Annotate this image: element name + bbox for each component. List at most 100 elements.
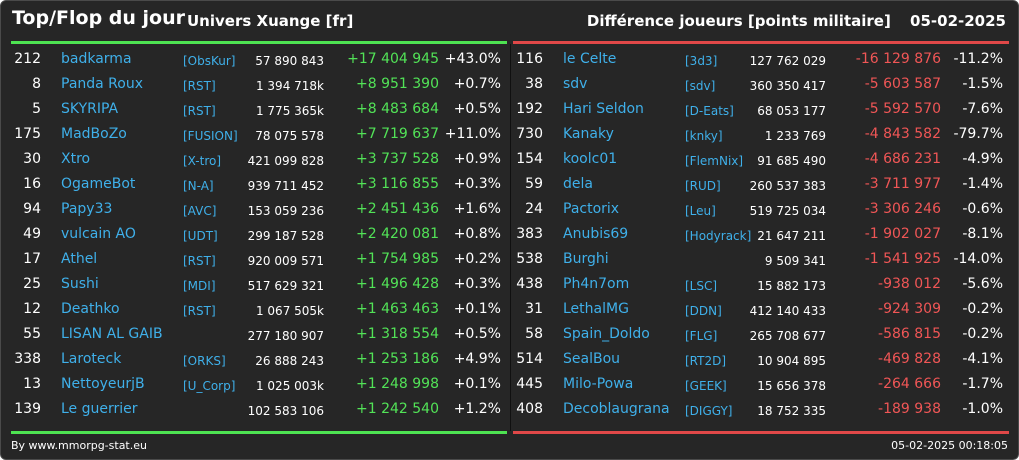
player-alliance-link[interactable]: [AVC] bbox=[183, 204, 217, 218]
top-players-table: 212 badkarma [ObsKur] 57 890 843 +17 404 945… bbox=[9, 48, 509, 423]
footer-credit: By www.mmorpg-stat.eu bbox=[11, 439, 147, 452]
player-rank: 154 bbox=[516, 151, 543, 167]
table-row: 538 Burghi 9 509 341 -1 541 925 -14.0% bbox=[511, 248, 1011, 273]
player-alliance-link[interactable]: [DIGGY] bbox=[685, 404, 733, 418]
player-name-link[interactable]: Le guerrier bbox=[61, 401, 138, 417]
player-rank: 16 bbox=[23, 176, 41, 192]
player-alliance-link[interactable]: [FUSION] bbox=[183, 129, 238, 143]
player-alliance-link[interactable]: [RST] bbox=[183, 254, 216, 268]
percent-change: -7.6% bbox=[962, 101, 1003, 117]
date-label: 05-02-2025 bbox=[910, 12, 1006, 30]
player-name-link[interactable]: sdv bbox=[563, 76, 588, 92]
flop-section-bar-top bbox=[513, 41, 1009, 44]
player-alliance-link[interactable]: [LSC] bbox=[685, 279, 718, 293]
player-alliance-link[interactable]: [FLG] bbox=[685, 329, 718, 343]
table-row: 408 Decoblaugrana [DIGGY] 18 752 335 -189 93… bbox=[511, 398, 1011, 423]
player-alliance-link[interactable]: [GEEK] bbox=[685, 379, 727, 393]
player-rank: 24 bbox=[525, 201, 543, 217]
player-name-link[interactable]: Milo-Powa bbox=[563, 376, 634, 392]
player-alliance-link[interactable]: [UDT] bbox=[183, 229, 218, 243]
points-difference: -5 592 570 bbox=[864, 101, 941, 117]
player-points: 9 509 341 bbox=[764, 254, 826, 268]
subtitle-label: Différence joueurs [points militaire] bbox=[586, 12, 891, 30]
percent-change: -0.2% bbox=[962, 326, 1003, 342]
player-name-link[interactable]: Hari Seldon bbox=[563, 101, 644, 117]
player-name-link[interactable]: le Celte bbox=[563, 51, 617, 67]
column-divider bbox=[510, 44, 511, 431]
player-alliance-link[interactable]: [DDN] bbox=[685, 304, 722, 318]
player-name-link[interactable]: Kanaky bbox=[563, 126, 614, 142]
player-name-link[interactable]: NettoyeurjB bbox=[61, 376, 145, 392]
player-name-link[interactable]: Deathko bbox=[61, 301, 120, 317]
player-name-link[interactable]: Burghi bbox=[563, 251, 609, 267]
player-name-link[interactable]: Papy33 bbox=[61, 201, 113, 217]
percent-change: -79.7% bbox=[953, 126, 1003, 142]
player-name-link[interactable]: OgameBot bbox=[61, 176, 136, 192]
player-name-link[interactable]: Athel bbox=[61, 251, 98, 267]
player-alliance-link[interactable]: [X-tro] bbox=[183, 154, 222, 168]
player-points: 26 888 243 bbox=[255, 354, 324, 368]
percent-change: +1.2% bbox=[453, 401, 501, 417]
player-name-link[interactable]: SealBou bbox=[563, 351, 621, 367]
player-rank: 25 bbox=[23, 276, 41, 292]
table-row: 12 Deathko [RST] 1 067 505k +1 463 463 +0.1% bbox=[9, 298, 509, 323]
player-alliance-link[interactable]: [sdv] bbox=[685, 79, 716, 93]
player-alliance-link[interactable]: [ORKS] bbox=[183, 354, 226, 368]
player-rank: 55 bbox=[23, 326, 41, 342]
player-name-link[interactable]: Sushi bbox=[61, 276, 99, 292]
points-difference: +1 248 998 bbox=[356, 376, 439, 392]
table-row: 58 Spain_Doldo [FLG] 265 708 677 -586 815 -0.… bbox=[511, 323, 1011, 348]
player-alliance-link[interactable]: [Leu] bbox=[685, 204, 716, 218]
player-points: 78 075 578 bbox=[255, 129, 324, 143]
player-name-link[interactable]: dela bbox=[563, 176, 593, 192]
points-difference: +1 463 463 bbox=[356, 301, 439, 317]
player-rank: 30 bbox=[23, 151, 41, 167]
player-name-link[interactable]: SKYRIPA bbox=[61, 101, 119, 117]
player-alliance-link[interactable]: [RT2D] bbox=[685, 354, 727, 368]
player-name-link[interactable]: Ph4n7om bbox=[563, 276, 630, 292]
player-alliance-link[interactable]: [U_Corp] bbox=[183, 379, 236, 393]
player-points: 1 394 718k bbox=[255, 79, 324, 93]
player-name-link[interactable]: MadBoZo bbox=[61, 126, 127, 142]
player-name-link[interactable]: Laroteck bbox=[61, 351, 122, 367]
player-points: 57 890 843 bbox=[255, 54, 324, 68]
points-difference: -189 938 bbox=[878, 401, 941, 417]
subtitle-group: Différence joueurs [points militaire] 05… bbox=[573, 12, 1006, 30]
player-name-link[interactable]: koolc01 bbox=[563, 151, 618, 167]
points-difference: -264 666 bbox=[878, 376, 941, 392]
player-name-link[interactable]: Xtro bbox=[61, 151, 91, 167]
player-alliance-link[interactable]: [RST] bbox=[183, 304, 216, 318]
player-alliance-link[interactable]: [Hodyrack] bbox=[685, 229, 752, 243]
player-alliance-link[interactable]: [N-A] bbox=[183, 179, 214, 193]
table-row: 730 Kanaky [knky] 1 233 769 -4 843 582 -79.7% bbox=[511, 123, 1011, 148]
player-rank: 17 bbox=[23, 251, 41, 267]
points-difference: +3 737 528 bbox=[356, 151, 439, 167]
player-rank: 13 bbox=[23, 376, 41, 392]
player-name-link[interactable]: LISAN AL GAIB bbox=[61, 326, 163, 342]
player-name-link[interactable]: badkarma bbox=[61, 51, 132, 67]
player-rank: 139 bbox=[14, 401, 41, 417]
points-difference: -4 843 582 bbox=[864, 126, 941, 142]
player-name-link[interactable]: Decoblaugrana bbox=[563, 401, 670, 417]
player-alliance-link[interactable]: [MDI] bbox=[183, 279, 216, 293]
flop-section-bar-bottom bbox=[513, 431, 1009, 434]
player-name-link[interactable]: Anubis69 bbox=[563, 226, 629, 242]
player-alliance-link[interactable]: [RUD] bbox=[685, 179, 721, 193]
player-points: 920 009 571 bbox=[247, 254, 324, 268]
player-alliance-link[interactable]: [ObsKur] bbox=[183, 54, 236, 68]
percent-change: -4.9% bbox=[962, 151, 1003, 167]
player-points: 421 099 828 bbox=[247, 154, 324, 168]
player-alliance-link[interactable]: [D-Eats] bbox=[685, 104, 734, 118]
player-alliance-link[interactable]: [RST] bbox=[183, 79, 216, 93]
player-alliance-link[interactable]: [knky] bbox=[685, 129, 723, 143]
player-name-link[interactable]: Spain_Doldo bbox=[563, 326, 650, 342]
player-alliance-link[interactable]: [RST] bbox=[183, 104, 216, 118]
percent-change: -5.6% bbox=[962, 276, 1003, 292]
table-row: 175 MadBoZo [FUSION] 78 075 578 +7 719 637 +1… bbox=[9, 123, 509, 148]
player-name-link[interactable]: LethalMG bbox=[563, 301, 629, 317]
player-name-link[interactable]: Panda Roux bbox=[61, 76, 144, 92]
player-alliance-link[interactable]: [3d3] bbox=[685, 54, 718, 68]
player-alliance-link[interactable]: [FlemNix] bbox=[685, 154, 744, 168]
player-name-link[interactable]: Pactorix bbox=[563, 201, 620, 217]
player-name-link[interactable]: vulcain AO bbox=[61, 226, 136, 242]
